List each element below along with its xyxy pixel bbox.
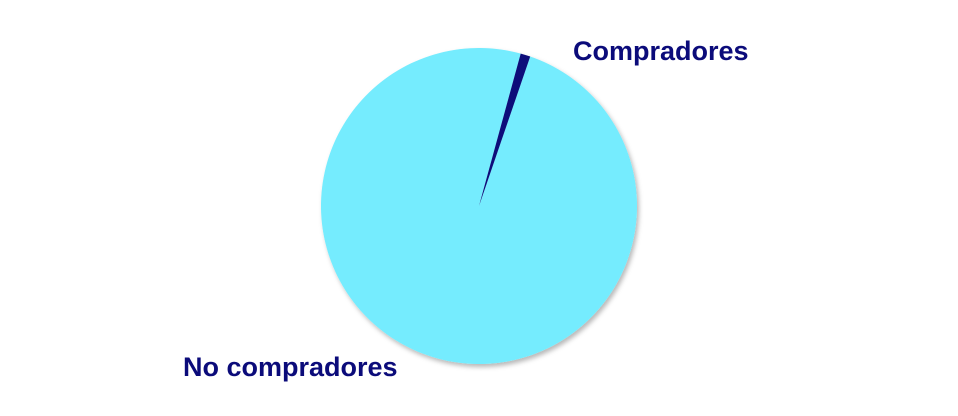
pie-slice-compradores	[479, 53, 531, 206]
slice-label-compradores: Compradores	[573, 36, 749, 66]
pie-slices	[321, 47, 637, 365]
slice-label-no-compradores: No compradores	[183, 352, 398, 382]
